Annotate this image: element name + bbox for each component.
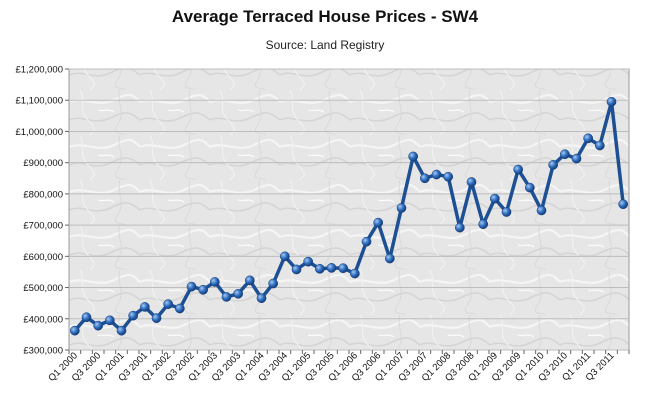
- data-point: [373, 217, 384, 228]
- data-point: [314, 263, 325, 274]
- data-point: [291, 264, 302, 275]
- y-tick-label: £600,000: [23, 252, 63, 263]
- y-tick-label: £1,000,000: [15, 127, 63, 138]
- data-point: [408, 151, 419, 162]
- data-point: [431, 169, 442, 180]
- data-point: [454, 222, 465, 233]
- y-tick-label: £800,000: [23, 189, 63, 200]
- data-point: [466, 177, 477, 187]
- data-point: [81, 312, 92, 323]
- data-point: [128, 310, 139, 321]
- chart-subtitle: Source: Land Registry: [265, 38, 385, 52]
- y-tick-label: £300,000: [23, 346, 63, 357]
- data-point: [139, 302, 150, 312]
- data-point: [384, 253, 395, 264]
- data-point: [186, 281, 197, 292]
- data-point: [279, 251, 290, 262]
- data-point: [209, 277, 220, 287]
- data-point: [361, 236, 372, 247]
- y-tick-label: £500,000: [23, 283, 63, 294]
- data-point: [268, 278, 279, 289]
- data-point: [116, 325, 127, 336]
- data-point: [594, 140, 605, 151]
- data-point: [163, 299, 174, 309]
- y-axis: £300,000 £400,000 £500,000 £600,000 £700,000…: [15, 65, 69, 357]
- data-point: [606, 96, 617, 107]
- data-point: [419, 173, 430, 184]
- y-tick-label: £1,200,000: [15, 65, 63, 76]
- data-point: [151, 313, 162, 324]
- data-point: [443, 171, 454, 182]
- data-point: [338, 263, 349, 274]
- data-point: [536, 205, 547, 216]
- data-point: [571, 153, 582, 164]
- data-point: [559, 149, 570, 160]
- data-point: [198, 284, 209, 295]
- data-point: [221, 292, 232, 302]
- data-point: [104, 315, 115, 326]
- data-point: [524, 182, 535, 193]
- data-point: [69, 325, 80, 336]
- plot-area: [68, 68, 630, 351]
- grid-lines: [69, 68, 629, 351]
- data-point: [349, 268, 360, 279]
- data-point: [303, 256, 314, 267]
- data-point: [583, 133, 594, 144]
- series-group: [69, 96, 629, 336]
- y-tick-label: £700,000: [23, 221, 63, 232]
- data-point: [478, 219, 489, 230]
- data-point: [326, 263, 337, 273]
- data-point: [618, 199, 629, 210]
- data-point: [233, 288, 244, 299]
- y-tick-label: £900,000: [23, 158, 63, 169]
- data-point: [489, 193, 500, 204]
- data-point: [256, 293, 267, 304]
- data-point: [396, 203, 407, 213]
- y-tick-label: £400,000: [23, 314, 63, 325]
- data-point: [174, 303, 185, 314]
- y-tick-label: £1,100,000: [15, 96, 63, 107]
- data-point: [548, 160, 559, 170]
- data-point: [244, 275, 255, 286]
- data-point: [501, 207, 512, 217]
- chart-title: Average Terraced House Prices - SW4: [171, 7, 479, 26]
- data-point: [513, 164, 524, 175]
- data-point: [93, 320, 104, 331]
